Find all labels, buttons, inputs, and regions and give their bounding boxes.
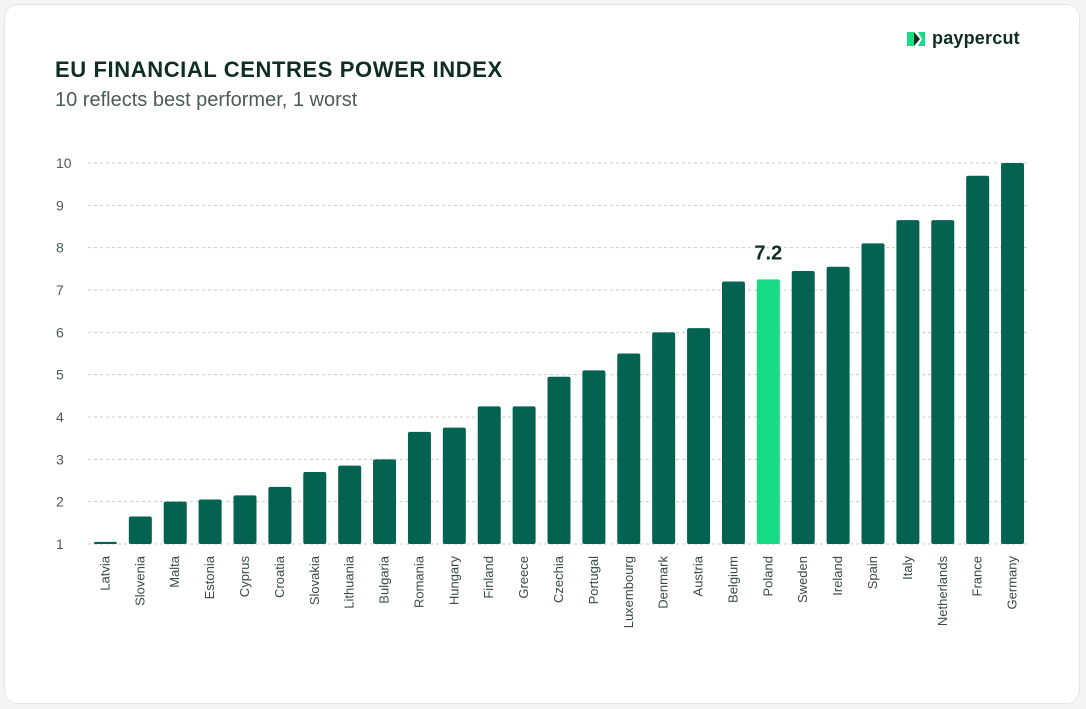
y-tick-label: 2 <box>56 494 64 510</box>
x-tick-label: Spain <box>865 556 880 589</box>
bar-belgium <box>721 281 745 544</box>
x-tick-label: Denmark <box>656 556 671 609</box>
bar-germany <box>1001 163 1025 544</box>
bar-denmark <box>652 332 676 544</box>
bar-austria <box>687 328 711 544</box>
x-tick-label: Sweden <box>795 556 810 603</box>
paypercut-logo-icon <box>907 31 925 46</box>
x-tick-label: Estonia <box>202 555 217 599</box>
bar-czechia <box>547 376 571 544</box>
y-tick-label: 4 <box>56 409 64 425</box>
y-tick-label: 10 <box>56 155 72 171</box>
bar-france <box>966 175 990 544</box>
bar-latvia <box>93 541 117 544</box>
chart-subtitle: 10 reflects best performer, 1 worst <box>55 89 358 111</box>
bar-portugal <box>582 370 606 544</box>
x-tick-label: Slovakia <box>307 555 322 605</box>
bar-finland <box>477 406 501 544</box>
chart-title: EU FINANCIAL CENTRES POWER INDEX <box>55 57 503 82</box>
x-tick-label: Luxembourg <box>621 556 636 628</box>
x-tick-label: Ireland <box>830 556 845 596</box>
data-label: 7.2 <box>754 242 782 264</box>
x-tick-label: Italy <box>900 556 915 580</box>
y-tick-label: 8 <box>56 240 64 256</box>
x-tick-label: Malta <box>167 555 182 588</box>
y-tick-label: 1 <box>56 536 64 552</box>
bar-croatia <box>268 486 292 544</box>
bar-bulgaria <box>373 459 397 544</box>
y-tick-label: 7 <box>56 282 64 298</box>
x-tick-label: Netherlands <box>935 556 950 627</box>
bar-cyprus <box>233 495 257 544</box>
bar-greece <box>512 406 536 544</box>
x-tick-label: France <box>970 556 985 596</box>
bar-estonia <box>198 499 222 544</box>
x-tick-label: Czechia <box>551 555 566 603</box>
y-tick-label: 6 <box>56 324 64 340</box>
bar-malta <box>163 501 187 544</box>
bar-italy <box>896 220 920 544</box>
x-tick-label: Romania <box>411 555 426 608</box>
bar-spain <box>861 243 885 544</box>
bar-ireland <box>826 266 850 544</box>
x-tick-label: Slovenia <box>132 555 147 606</box>
x-tick-label: Croatia <box>272 555 287 598</box>
brand-logo: paypercut <box>906 28 1020 49</box>
bar-netherlands <box>931 220 955 544</box>
brand-name: paypercut <box>932 28 1020 48</box>
x-tick-label: Portugal <box>586 556 601 605</box>
bar-slovenia <box>128 516 152 544</box>
x-tick-label: Germany <box>1005 556 1020 610</box>
x-tick-label: Latvia <box>97 555 112 590</box>
bar-slovakia <box>303 472 327 544</box>
x-tick-label: Austria <box>691 555 706 596</box>
y-tick-label: 9 <box>56 197 64 213</box>
x-tick-label: Greece <box>516 556 531 599</box>
x-tick-label: Finland <box>481 556 496 599</box>
x-tick-label: Poland <box>760 556 775 596</box>
x-tick-label: Belgium <box>725 556 740 603</box>
bar-poland <box>756 279 780 544</box>
bar-romania <box>407 431 431 544</box>
bar-hungary <box>442 427 466 544</box>
x-tick-label: Bulgaria <box>377 555 392 603</box>
x-tick-label: Lithuania <box>342 555 357 609</box>
bar-lithuania <box>338 465 362 544</box>
bar-luxembourg <box>617 353 641 544</box>
y-tick-label: 5 <box>56 367 64 383</box>
x-tick-label: Hungary <box>446 556 461 606</box>
y-tick-label: 3 <box>56 451 64 467</box>
x-tick-label: Cyprus <box>237 556 252 598</box>
bar-sweden <box>791 270 815 544</box>
